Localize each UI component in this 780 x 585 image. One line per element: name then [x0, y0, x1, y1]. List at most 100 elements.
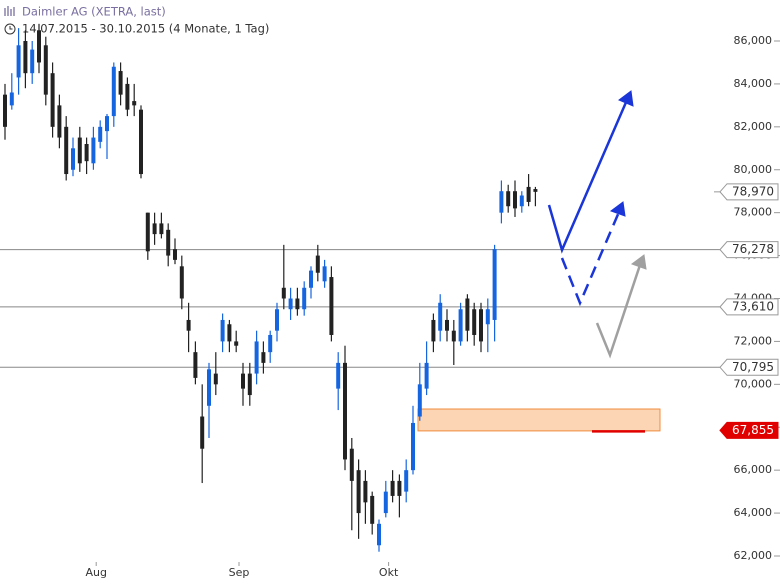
- candle-body: [77, 137, 82, 164]
- marker-label: 67,855: [732, 423, 774, 437]
- candle-body: [234, 341, 239, 346]
- level-label: 70,795: [732, 360, 774, 374]
- y-tick-label: 86,000: [734, 34, 773, 47]
- candle-body: [383, 491, 388, 514]
- candle-body: [207, 369, 211, 406]
- candle-body: [30, 49, 35, 74]
- candle-body: [499, 191, 504, 213]
- candle-body: [241, 373, 245, 389]
- candle-body: [390, 480, 395, 496]
- candle-body: [513, 191, 517, 209]
- candle-body: [261, 352, 266, 363]
- candle-body: [91, 137, 96, 164]
- candle-body: [356, 470, 361, 514]
- x-tick-label: Aug: [85, 566, 106, 579]
- candle-body: [315, 255, 320, 273]
- candle-body: [349, 448, 354, 481]
- candle-body: [84, 144, 89, 162]
- candle-body: [417, 384, 422, 417]
- candle-body: [275, 309, 279, 331]
- y-tick-label: 80,000: [734, 163, 773, 176]
- candle-body: [193, 352, 198, 378]
- candle-body: [431, 319, 436, 342]
- candle-body: [254, 341, 259, 374]
- level-box: [719, 241, 779, 259]
- y-tick-label: 70,000: [734, 377, 773, 390]
- candle-body: [227, 324, 232, 342]
- y-tick-label: 62,000: [734, 549, 773, 562]
- candle-body: [492, 249, 497, 320]
- candle-body: [213, 373, 218, 385]
- y-tick-label: 66,000: [734, 463, 773, 476]
- candle-body: [404, 470, 409, 492]
- x-tick-label: Okt: [379, 566, 399, 579]
- candle-body: [268, 334, 273, 353]
- candle-body: [465, 298, 470, 331]
- last-price-box: [719, 183, 779, 201]
- last-price-label: 78,970: [732, 184, 774, 198]
- candle-body: [98, 126, 103, 142]
- level-box: [719, 358, 779, 376]
- candle-body: [37, 30, 41, 63]
- candle-body: [186, 319, 191, 331]
- candle-body: [152, 223, 157, 235]
- candle-body: [3, 94, 7, 127]
- candle-body: [118, 71, 123, 95]
- candle-body: [159, 223, 164, 235]
- candle-body: [336, 362, 341, 389]
- candle-body: [526, 186, 531, 202]
- header-icon: [4, 6, 15, 16]
- candle-body: [132, 101, 137, 106]
- candle-body: [533, 189, 538, 192]
- candle-body: [173, 249, 177, 260]
- candle-body: [472, 309, 477, 335]
- candle-body: [139, 109, 143, 175]
- chart-title: Daimler AG (XETRA, last): [22, 5, 166, 19]
- candle-body: [309, 270, 313, 288]
- level-label: 73,610: [732, 299, 774, 313]
- candle-body: [445, 319, 449, 331]
- y-tick-label: 78,000: [734, 206, 773, 219]
- candle-body: [485, 309, 490, 325]
- candle-body: [125, 83, 130, 110]
- y-tick-label: 64,000: [734, 506, 773, 519]
- candle-body: [295, 298, 300, 310]
- candle-body: [519, 195, 524, 207]
- candle-body: [288, 298, 293, 310]
- candle-body: [343, 362, 347, 460]
- chart-subtitle: 14.07.2015 - 30.10.2015 (4 Monate, 1 Tag…: [22, 22, 269, 36]
- y-tick-label: 82,000: [734, 120, 773, 133]
- candle-body: [424, 362, 429, 389]
- level-box: [719, 298, 779, 316]
- candle-body: [322, 266, 327, 282]
- candle-body: [71, 148, 75, 170]
- candle-body: [166, 229, 171, 256]
- candle-body: [220, 319, 225, 342]
- candle-body: [111, 66, 116, 117]
- candle-body: [377, 523, 381, 546]
- candle-body: [179, 266, 184, 299]
- candle-body: [200, 416, 205, 449]
- candle-body: [397, 480, 402, 496]
- candle-body: [281, 287, 286, 299]
- annotation-arrows: [547, 90, 647, 359]
- candle-body: [458, 309, 463, 342]
- candle-body: [411, 422, 415, 471]
- clock-icon: [4, 23, 16, 35]
- candle-body: [329, 277, 334, 335]
- candle-body: [9, 92, 14, 106]
- candle-body: [105, 116, 109, 132]
- candle-body: [302, 287, 307, 310]
- candle-body: [16, 45, 21, 78]
- candle-body: [479, 309, 483, 342]
- support-zone: [417, 408, 661, 432]
- y-tick-label: 84,000: [734, 77, 773, 90]
- y-tick-label: 72,000: [734, 334, 773, 347]
- candle-body: [145, 212, 150, 252]
- candle-body: [438, 302, 443, 331]
- candle-body: [247, 373, 252, 396]
- candle-body: [23, 41, 28, 74]
- candle-body: [64, 126, 69, 175]
- level-label: 76,278: [732, 242, 774, 256]
